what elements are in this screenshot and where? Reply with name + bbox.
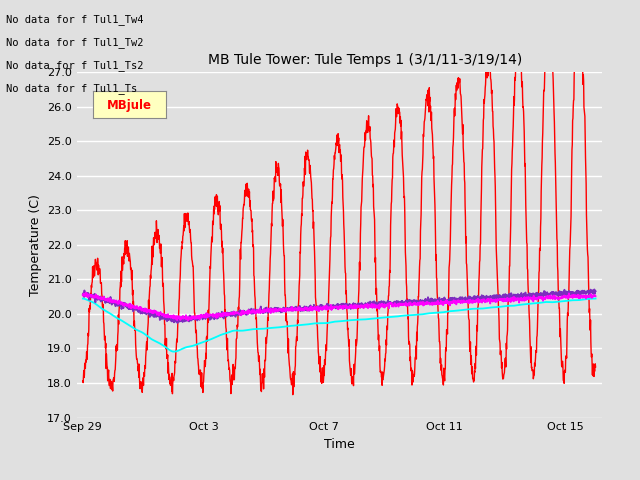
Text: No data for f Tul1_Tw4: No data for f Tul1_Tw4 <box>6 13 144 24</box>
Title: MB Tule Tower: Tule Temps 1 (3/1/11-3/19/14): MB Tule Tower: Tule Temps 1 (3/1/11-3/19… <box>208 53 523 67</box>
Text: MBjule: MBjule <box>107 99 152 112</box>
X-axis label: Time: Time <box>324 438 355 451</box>
Y-axis label: Temperature (C): Temperature (C) <box>29 194 42 296</box>
Text: No data for f Tul1_Ts2: No data for f Tul1_Ts2 <box>6 60 144 71</box>
Text: No data for f Tul1_Ts: No data for f Tul1_Ts <box>6 83 138 94</box>
Text: No data for f Tul1_Tw2: No data for f Tul1_Tw2 <box>6 36 144 48</box>
Legend: Tul1_Tw+10cm, Tul1_Ts-8cm, Tul1_Ts-16cm, Tul1_Ts-32cm: Tul1_Tw+10cm, Tul1_Ts-8cm, Tul1_Ts-16cm,… <box>104 479 575 480</box>
